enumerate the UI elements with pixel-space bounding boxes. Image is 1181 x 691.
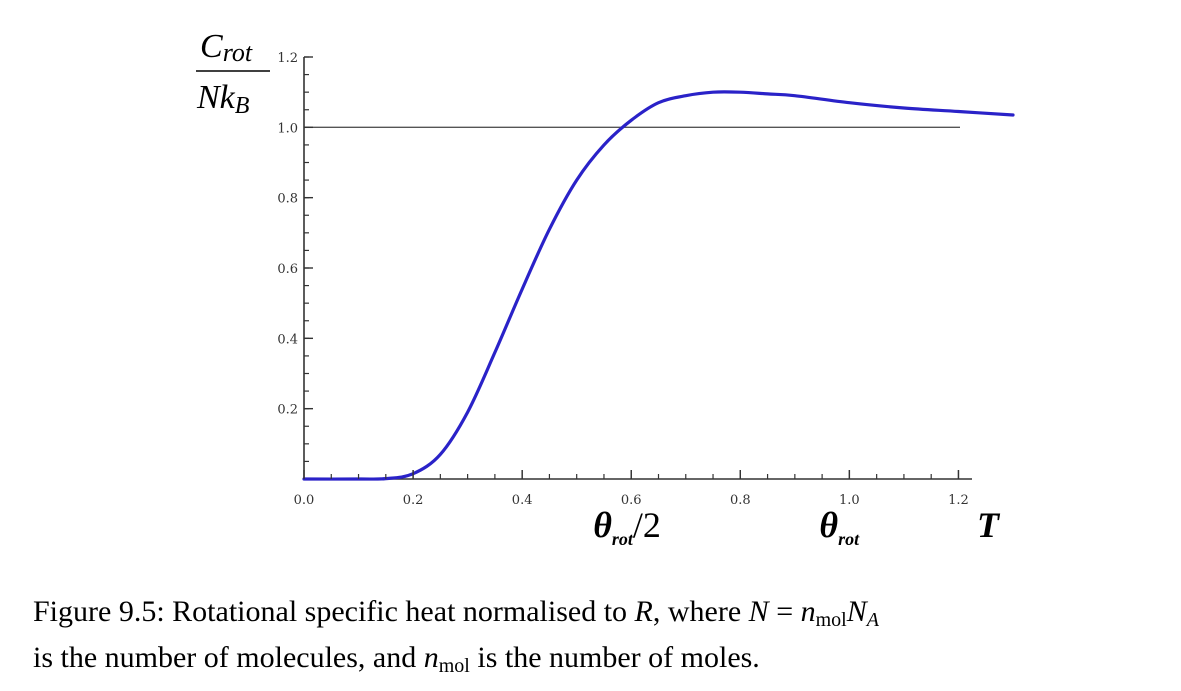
caption-equals: = [768,595,801,628]
x-axis-label: T [977,505,1001,545]
x-annotation-sub: rot [612,529,634,549]
x-annotation-0: θrot/2 [593,505,661,549]
caption-text-4: is the number of moles. [469,641,760,674]
x-tick-label-1.2: 1.2 [948,493,969,508]
x-tick-label-1.0: 1.0 [839,493,860,508]
svg-text:NkB: NkB [196,79,250,119]
caption-text-3: is the number of molecules, and [33,641,424,674]
caption-var-nmol: n [800,595,816,628]
caption-var-n: N [748,595,769,628]
y-tick-label-1.2: 1.2 [277,51,298,66]
y-axis-label: Crot NkB [196,28,270,119]
ticks: 0.0 0.2 0.4 0.6 0.8 1.0 1.2 0.2 0.4 0.6 0.8 1.0 1.2 [277,51,968,508]
y-tick-label-0.6: 0.6 [277,262,298,277]
x-annotation-symbol: θ [593,505,612,545]
x-tick-label-0.6: 0.6 [621,493,642,508]
y-tick-label-1.0: 1.0 [277,121,298,136]
x-annotation-sub: rot [838,529,860,549]
x-annotation-suffix: /2 [633,505,661,545]
y-tick-label-0.4: 0.4 [277,332,298,347]
x-tick-label-0.8: 0.8 [730,493,751,508]
y-tick-label-0.8: 0.8 [277,192,298,207]
x-tick-label-0.4: 0.4 [512,493,533,508]
series-group [302,90,1015,481]
caption-sub-a: A [866,609,879,631]
series-line-0 [302,90,1015,481]
y-label-numerator-sub: rot [223,38,253,67]
y-label-denominator-sub: B [235,93,250,119]
svg-text:Crot: Crot [200,28,253,67]
caption-sub-mol: mol [815,609,847,631]
caption-var-r: R [634,595,653,628]
x-annotation-symbol: θ [819,505,838,545]
figure-caption: Figure 9.5: Rotational specific heat nor… [33,589,1163,681]
x-tick-label-0.2: 0.2 [403,493,424,508]
y-tick-label-0.2: 0.2 [277,403,298,418]
caption-var-na: N [846,595,867,628]
y-label-numerator: C [200,28,223,65]
x-annotation-1: θrot [819,505,860,549]
caption-text-2: , where [652,595,749,628]
axes [303,57,972,480]
caption-label: Figure 9.5: [33,595,165,628]
x-annotations: θrot/2 θrot [593,505,860,549]
x-tick-label-0.0: 0.0 [294,493,315,508]
caption-var-nmol-2: n [423,641,439,674]
caption-sub-mol-2: mol [438,655,470,677]
y-label-denominator: Nk [196,79,236,116]
caption-text-1: Rotational specific heat normalised to [164,595,635,628]
